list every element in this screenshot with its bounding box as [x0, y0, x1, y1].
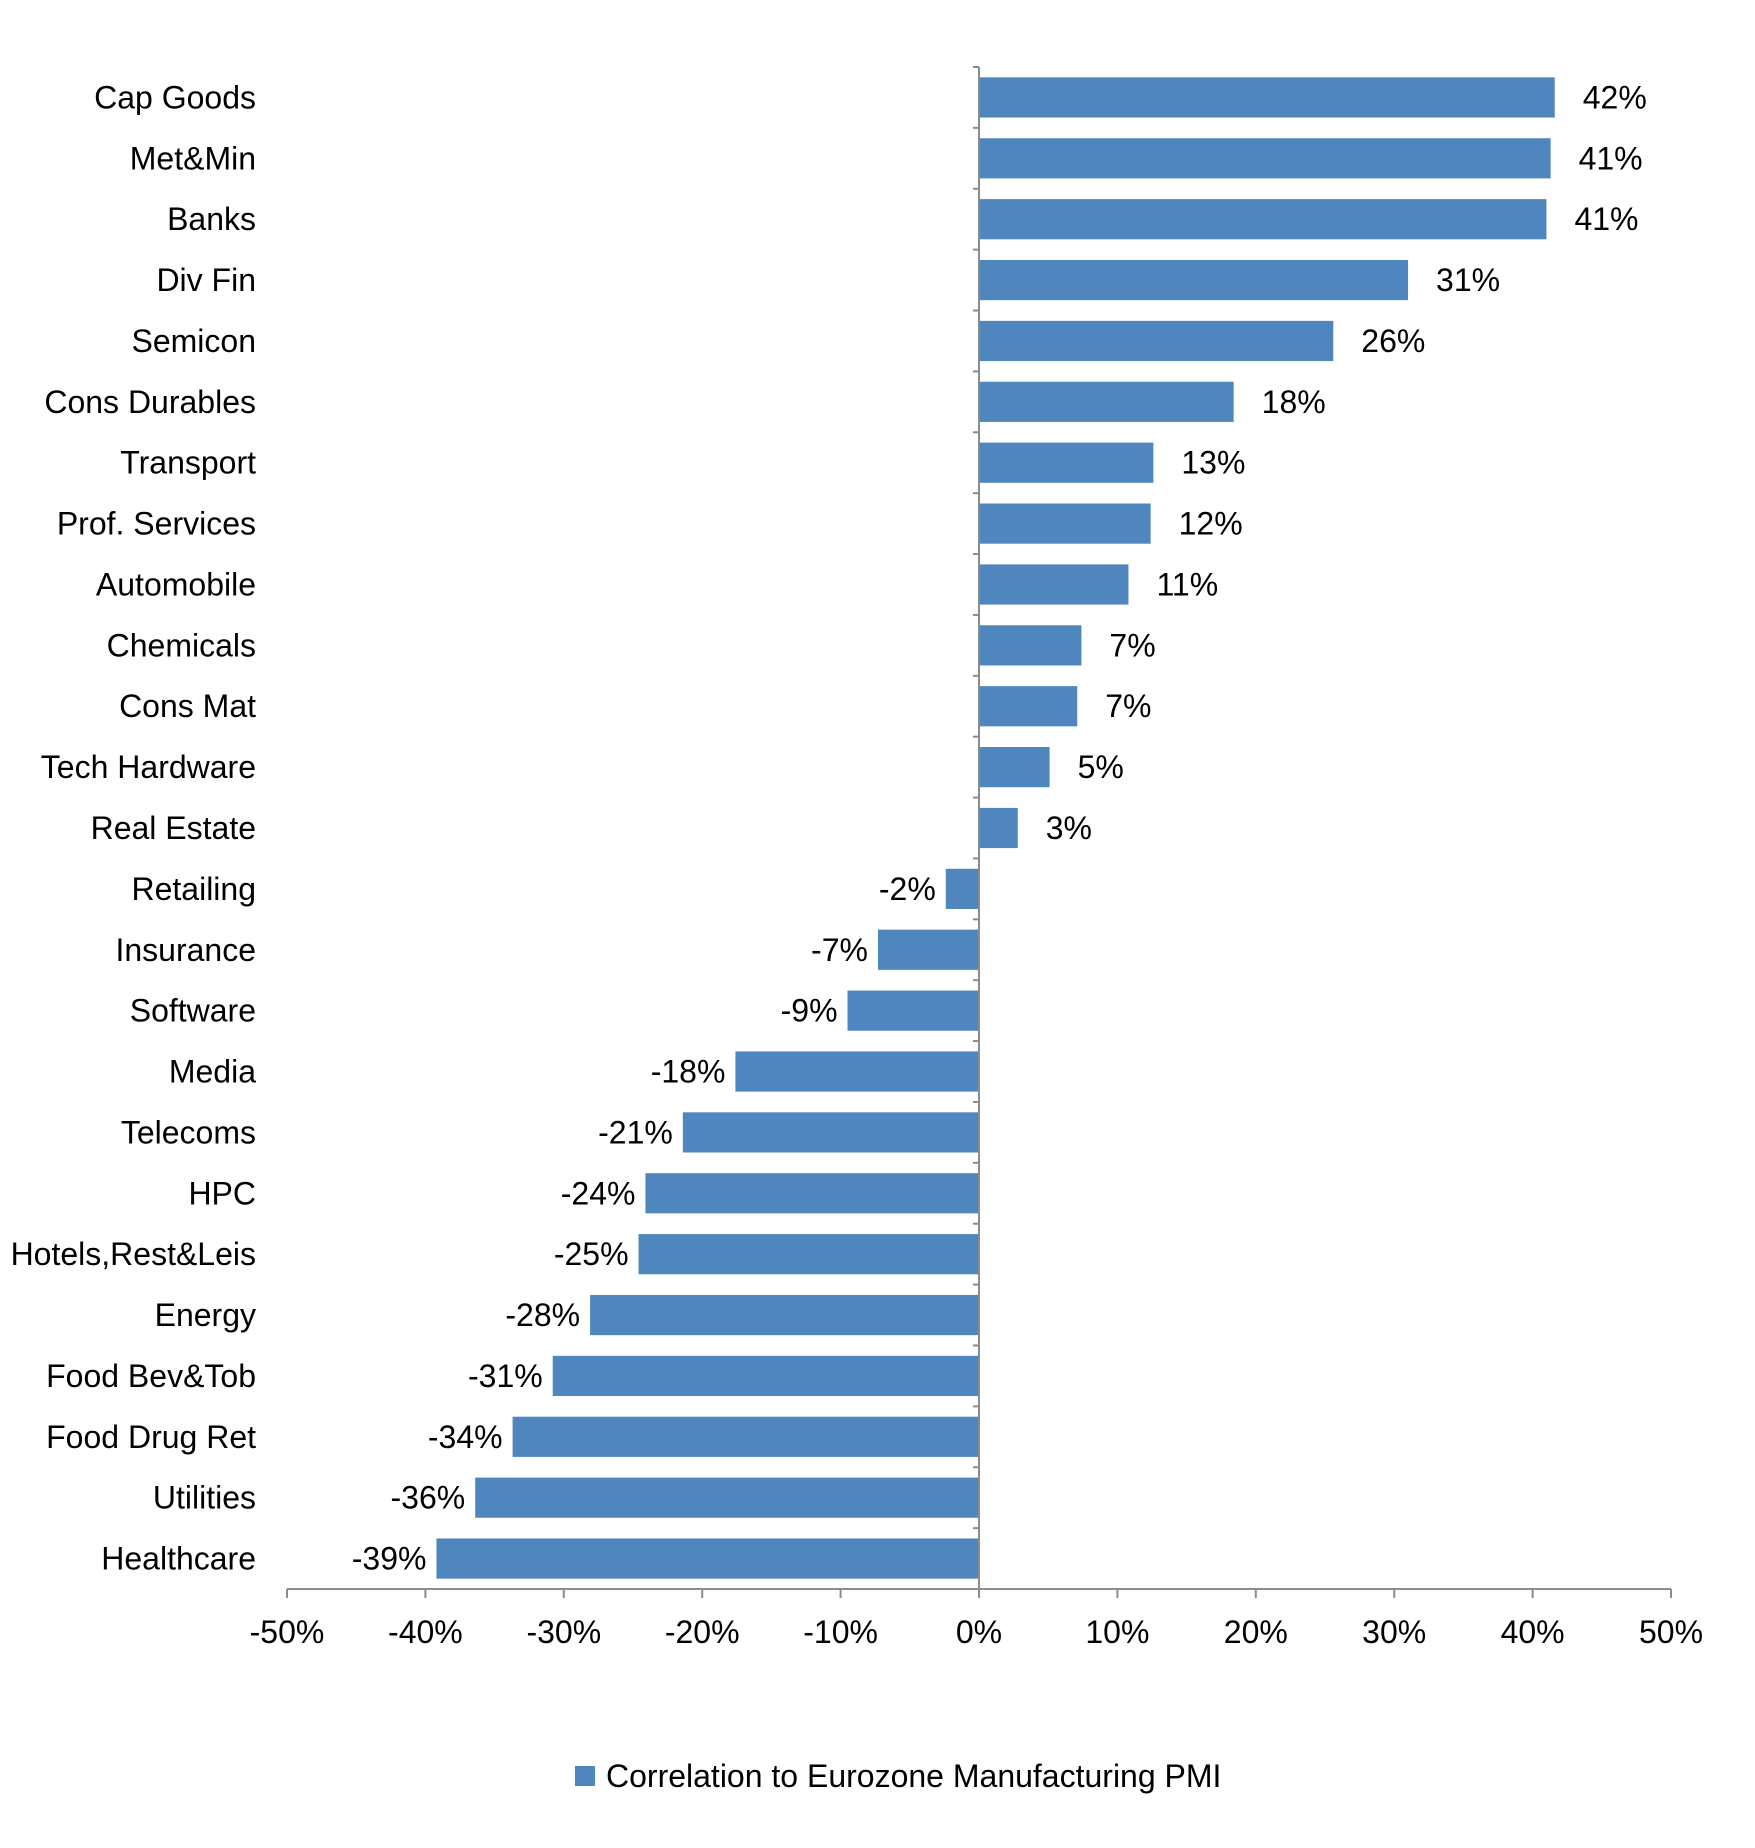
category-label: Telecoms: [121, 1114, 256, 1150]
bar-24: [436, 1538, 979, 1579]
bar-15: [847, 990, 979, 1031]
data-label: 13%: [1181, 445, 1245, 481]
data-label: 12%: [1179, 506, 1243, 542]
x-tick-label: 40%: [1501, 1614, 1565, 1650]
category-label: Food Drug Ret: [46, 1419, 256, 1455]
data-label: -28%: [505, 1297, 580, 1333]
bar-3: [979, 259, 1409, 301]
category-label: Prof. Services: [57, 506, 256, 542]
data-label: 3%: [1046, 810, 1092, 846]
category-label: Met&Min: [130, 140, 256, 176]
category-label: HPC: [188, 1175, 256, 1211]
bar-21: [552, 1355, 979, 1397]
data-label: -9%: [781, 993, 838, 1029]
bar-7: [979, 503, 1151, 544]
data-label: 42%: [1583, 79, 1647, 115]
legend-label: Correlation to Eurozone Manufacturing PM…: [606, 1758, 1221, 1794]
category-label: Real Estate: [91, 810, 256, 846]
bar-6: [979, 442, 1154, 483]
x-tick-label: 50%: [1639, 1614, 1703, 1650]
data-label: 31%: [1436, 262, 1500, 298]
bar-23: [475, 1477, 979, 1518]
bar-16: [735, 1051, 979, 1092]
bar-1: [979, 138, 1551, 179]
data-label: -2%: [879, 871, 936, 907]
x-tick-label: -20%: [665, 1614, 740, 1650]
data-label: -24%: [561, 1175, 636, 1211]
data-label: -36%: [391, 1480, 466, 1516]
bar-12: [979, 807, 1018, 849]
data-label: -25%: [554, 1236, 629, 1272]
x-tick-label: -10%: [803, 1614, 878, 1650]
category-label: Tech Hardware: [41, 749, 256, 785]
bar-17: [682, 1112, 979, 1153]
bar-0: [979, 77, 1555, 118]
data-label: -7%: [811, 932, 868, 968]
data-label: -18%: [651, 1054, 726, 1090]
x-tick-label: 0%: [956, 1614, 1002, 1650]
data-label: 26%: [1361, 323, 1425, 359]
category-label: Div Fin: [156, 262, 256, 298]
category-label: Semicon: [132, 323, 257, 359]
data-label: 7%: [1105, 688, 1151, 724]
bar-5: [979, 381, 1234, 422]
category-label: Banks: [167, 201, 256, 237]
category-label: Automobile: [96, 566, 256, 602]
category-label: Cons Mat: [119, 688, 256, 724]
category-label: Food Bev&Tob: [46, 1358, 256, 1394]
bar-10: [979, 686, 1078, 727]
labels-layer: Cap Goods 42% Met&Min 41% Banks 41% Div Fin 31%…: [11, 79, 1703, 1650]
bar-2: [979, 199, 1547, 240]
x-tick-label: -30%: [526, 1614, 601, 1650]
category-label: Retailing: [131, 871, 256, 907]
bar-18: [645, 1173, 979, 1214]
category-label: Hotels,Rest&Leis: [11, 1236, 256, 1272]
category-label: Chemicals: [107, 627, 256, 663]
category-label: Media: [169, 1054, 256, 1090]
category-label: Transport: [120, 445, 256, 481]
data-label: 7%: [1109, 627, 1155, 663]
bar-13: [945, 868, 979, 909]
legend: Correlation to Eurozone Manufacturing PM…: [575, 1758, 1221, 1794]
bar-20: [590, 1294, 979, 1336]
bars-layer: [436, 77, 1555, 1579]
x-tick-label: 10%: [1085, 1614, 1149, 1650]
category-label: Cons Durables: [44, 384, 256, 420]
data-label: 41%: [1574, 201, 1638, 237]
axes-layer: [286, 66, 1672, 1598]
data-label: 18%: [1262, 384, 1326, 420]
bar-11: [979, 747, 1050, 788]
category-label: Energy: [155, 1297, 256, 1333]
x-tick-label: 30%: [1362, 1614, 1426, 1650]
data-label: -21%: [598, 1114, 673, 1150]
x-tick-label: 20%: [1224, 1614, 1288, 1650]
legend-swatch: [575, 1766, 595, 1786]
data-label: 11%: [1156, 566, 1218, 602]
category-label: Software: [130, 993, 256, 1029]
bar-22: [512, 1416, 979, 1457]
data-label: -34%: [428, 1419, 503, 1455]
data-label: 5%: [1078, 749, 1124, 785]
data-label: 41%: [1579, 140, 1643, 176]
bar-14: [877, 929, 979, 970]
data-label: -39%: [352, 1541, 427, 1577]
bar-9: [979, 625, 1082, 666]
x-tick-label: -50%: [250, 1614, 325, 1650]
bar-4: [979, 320, 1334, 362]
x-tick-label: -40%: [388, 1614, 463, 1650]
category-label: Cap Goods: [94, 79, 256, 115]
category-label: Utilities: [153, 1480, 256, 1516]
category-label: Healthcare: [101, 1541, 256, 1577]
bar-19: [638, 1234, 979, 1275]
category-label: Insurance: [115, 932, 256, 968]
bar-8: [979, 564, 1129, 605]
data-label: -31%: [468, 1358, 543, 1394]
